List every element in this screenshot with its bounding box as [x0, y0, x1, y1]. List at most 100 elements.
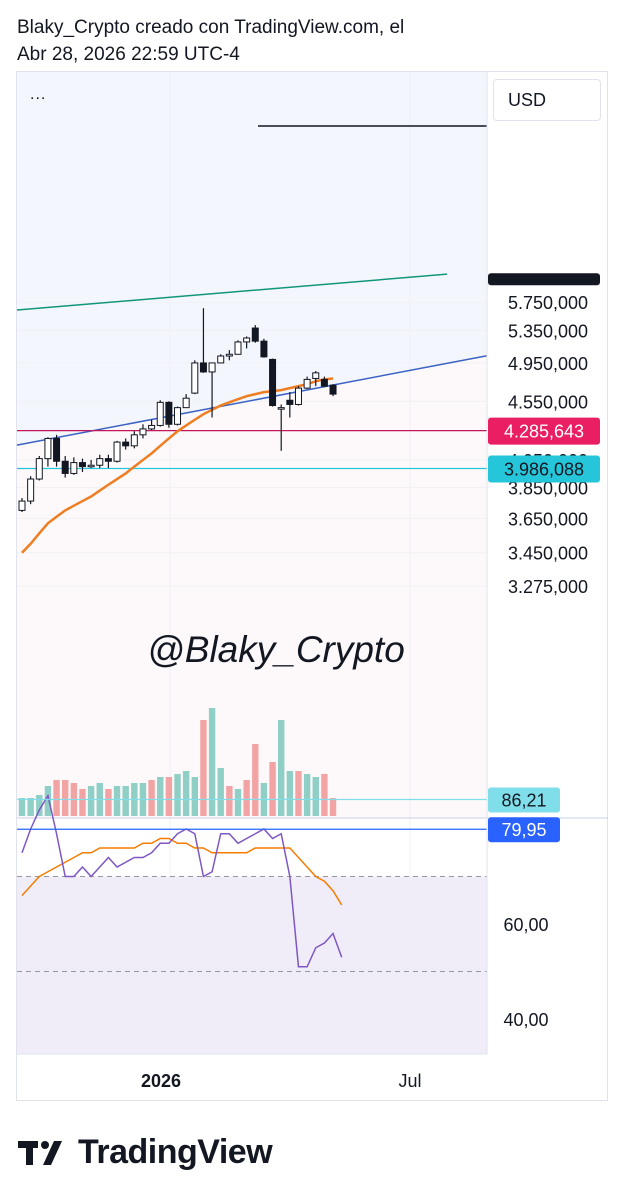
candle-body — [234, 341, 242, 355]
channel-upper-line — [16, 273, 448, 311]
candle-body — [61, 460, 69, 474]
candle — [191, 360, 199, 395]
candle — [78, 458, 86, 473]
volume-bar — [18, 798, 26, 816]
candle — [70, 457, 78, 475]
chart-caption: Blaky_Crypto creado con TradingView.com,… — [17, 14, 404, 68]
candle — [139, 424, 147, 439]
candle-body — [87, 464, 95, 468]
volume-bar — [87, 786, 95, 816]
candle-body — [294, 387, 302, 405]
candle-body — [243, 337, 251, 343]
candle — [269, 358, 277, 407]
candle — [53, 434, 61, 467]
candle — [312, 371, 320, 387]
candle-body — [208, 362, 216, 373]
brand-name: TradingView — [78, 1133, 273, 1171]
candle-body — [191, 362, 199, 394]
price-tag — [488, 417, 600, 445]
volume-bar — [174, 774, 181, 816]
price-axis-label: 5.750,000 — [508, 293, 588, 313]
candle-body — [27, 478, 35, 502]
candle-body — [122, 441, 130, 447]
candle-body — [156, 401, 164, 426]
more-options-button[interactable]: ... — [30, 86, 47, 103]
candle-body — [286, 399, 294, 405]
candle-body — [269, 358, 277, 407]
candle-body — [329, 384, 337, 395]
candle-body — [113, 441, 121, 462]
price-axis-label: 4.950,000 — [508, 354, 588, 374]
candle-body — [35, 458, 43, 480]
candle-body — [320, 378, 328, 387]
indicator-tag — [488, 817, 560, 843]
indicator-tag-label: 79,95 — [501, 820, 546, 840]
volume-bar — [269, 762, 276, 816]
candle-body — [139, 428, 147, 436]
indicator-axis-label: 40,00 — [503, 1010, 548, 1030]
candle-body — [217, 355, 225, 364]
candle-body — [182, 397, 190, 409]
candle — [243, 336, 251, 349]
volume-bar — [27, 798, 34, 816]
price-tag — [488, 455, 600, 483]
volume-bar — [79, 789, 86, 816]
candle-body — [277, 407, 285, 410]
candle — [61, 456, 69, 478]
candle-body — [78, 462, 86, 468]
caption-date-line: Abr 28, 2026 22:59 UTC-4 — [17, 44, 240, 65]
candle-body — [165, 401, 173, 425]
candle — [329, 384, 337, 397]
chart-frame — [16, 71, 608, 1101]
price-tag-label: 3.986,088 — [504, 459, 584, 479]
candle-body — [312, 372, 320, 379]
candle — [251, 325, 259, 343]
price-axis-label: 5.350,000 — [508, 321, 588, 341]
time-axis-label: 2026 — [141, 1071, 181, 1091]
volume-bar — [113, 786, 121, 816]
candle — [122, 438, 130, 450]
candle — [18, 498, 26, 512]
price-axis-label: 3.850,000 — [508, 479, 588, 499]
indicator-tag — [488, 787, 560, 813]
candle-body — [174, 407, 182, 425]
volume-bar — [208, 708, 216, 816]
top-price-tag — [488, 273, 600, 286]
volume-bar — [157, 777, 164, 816]
price-axis-label: 3.450,000 — [508, 544, 588, 564]
candle-body — [96, 458, 104, 466]
volume-bar — [62, 780, 69, 816]
volume-bar — [321, 774, 328, 816]
candle — [165, 401, 173, 428]
moving-average-line — [21, 377, 334, 554]
candle — [96, 454, 104, 468]
candle — [174, 406, 182, 426]
indicator-tag-label: 86,21 — [501, 791, 546, 811]
candle-body — [104, 458, 112, 462]
volume-bar — [53, 780, 60, 816]
candle — [148, 419, 156, 431]
candle — [225, 350, 233, 361]
volume-bar — [122, 786, 129, 816]
volume-bar — [278, 720, 285, 816]
candle — [44, 437, 52, 467]
volume-bar — [217, 768, 224, 816]
volume-bar — [312, 777, 319, 816]
candle — [320, 376, 328, 388]
candle-body — [251, 327, 259, 342]
currency-selector[interactable]: USD — [493, 79, 601, 121]
candle-body — [18, 500, 26, 511]
candle — [294, 386, 302, 406]
volume-bar — [182, 771, 190, 816]
price-axis-label: 4.550,000 — [508, 392, 588, 412]
candle-body — [44, 437, 52, 460]
volume-bar — [105, 789, 112, 816]
price-tag-label: 4.285,643 — [504, 422, 584, 442]
volume-bar — [286, 771, 294, 816]
candle — [130, 431, 138, 449]
volume-bar — [295, 771, 302, 816]
volume-bar — [200, 720, 207, 816]
volume-bar — [329, 798, 337, 816]
caption-author-line: Blaky_Crypto creado con TradingView.com,… — [17, 17, 405, 38]
